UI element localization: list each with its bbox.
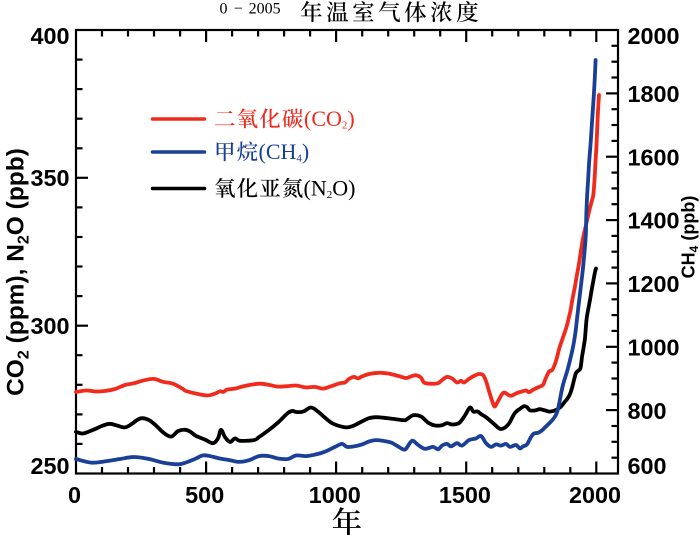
svg-text:2000: 2000 [628, 23, 680, 49]
svg-text:350: 350 [30, 165, 69, 191]
svg-text:2000: 2000 [569, 482, 621, 508]
svg-text:500: 500 [185, 482, 224, 508]
svg-text:(CO2): (CO2) [304, 106, 355, 132]
svg-text:1200: 1200 [628, 271, 680, 297]
svg-text:600: 600 [628, 453, 667, 479]
svg-text:CO2 (ppm), N2O (ppb): CO2 (ppm), N2O (ppb) [3, 148, 33, 396]
svg-text:400: 400 [30, 23, 69, 49]
svg-text:250: 250 [30, 453, 69, 479]
svg-text:800: 800 [628, 398, 667, 424]
svg-text:0: 0 [68, 482, 81, 508]
svg-text:CH4 (ppb): CH4 (ppb) [679, 196, 700, 279]
svg-text:0−2005: 0−2005 [220, 1, 281, 18]
svg-text:1800: 1800 [628, 81, 680, 107]
svg-text:1000: 1000 [628, 334, 680, 360]
svg-text:1400: 1400 [628, 208, 680, 234]
svg-text:1000: 1000 [309, 482, 361, 508]
svg-text:1500: 1500 [439, 482, 491, 508]
svg-text:(CH4): (CH4) [259, 139, 310, 165]
svg-text:1600: 1600 [628, 144, 680, 170]
svg-text:300: 300 [30, 313, 69, 339]
